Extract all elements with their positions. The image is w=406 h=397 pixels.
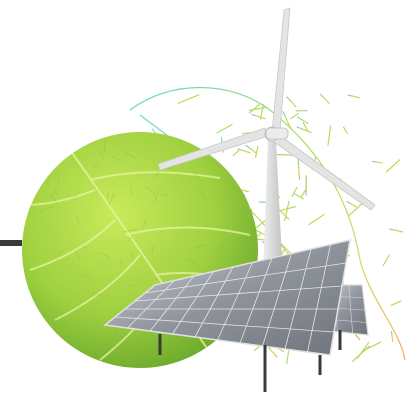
turbine-blade-right — [273, 133, 376, 211]
solar-panel-main — [103, 239, 351, 356]
panel-supports — [158, 330, 342, 392]
solar-panel-array — [103, 239, 369, 392]
turbine-nacelle — [265, 127, 289, 140]
dark-bar — [0, 240, 22, 246]
turbine-blade-up — [271, 7, 291, 133]
